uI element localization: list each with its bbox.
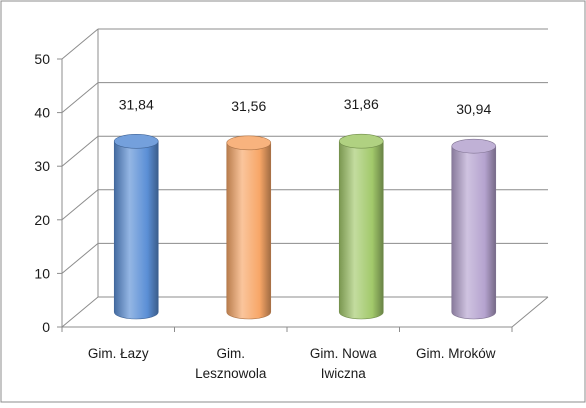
bar-top (338, 133, 384, 149)
labels: 31,84 Gim. Łazy 31,56 Gim. Lesznowola 31,86 Gi… (88, 96, 496, 381)
x-tick-label: Lesznowola (195, 366, 267, 381)
data-label: 31,86 (344, 96, 379, 112)
bar-body (226, 142, 272, 320)
x-tick-label: Gim. (217, 346, 246, 361)
bar-top (113, 134, 159, 149)
bars (113, 133, 497, 320)
y-axis: 0 10 20 30 40 50 (34, 51, 513, 335)
y-tick-label: 40 (34, 105, 50, 121)
x-tick-label: Gim. Mroków (416, 346, 496, 361)
gridline-depth (61, 189, 99, 221)
data-label: 31,84 (119, 96, 154, 112)
x-tick-label: Gim. Łazy (88, 346, 149, 361)
bar-body (451, 145, 497, 320)
gridline-depth (61, 82, 99, 113)
bar-3 (338, 133, 384, 320)
bar-top (451, 138, 497, 154)
gridline-depth (61, 28, 99, 60)
y-tick-label: 30 (34, 158, 50, 174)
data-label: 31,56 (231, 98, 266, 114)
bar-body (338, 140, 384, 320)
x-tick-label: Gim. Nowa (310, 346, 377, 361)
y-tick-label: 0 (42, 319, 50, 335)
y-tick-label: 20 (34, 212, 50, 228)
bar-2 (226, 135, 272, 320)
gridline-depth (61, 296, 99, 328)
data-label: 30,94 (456, 101, 491, 117)
bar-top (226, 135, 272, 151)
x-tick-label: Iwiczna (321, 366, 367, 381)
bar-4 (451, 138, 497, 320)
y-tick-label: 10 (34, 265, 50, 281)
bar-body (113, 141, 159, 320)
y-tick-label: 50 (34, 51, 50, 67)
gridline-depth (61, 135, 99, 167)
floor-right-edge (511, 296, 549, 328)
gridline-depth (61, 243, 99, 274)
bar-1 (113, 134, 159, 320)
